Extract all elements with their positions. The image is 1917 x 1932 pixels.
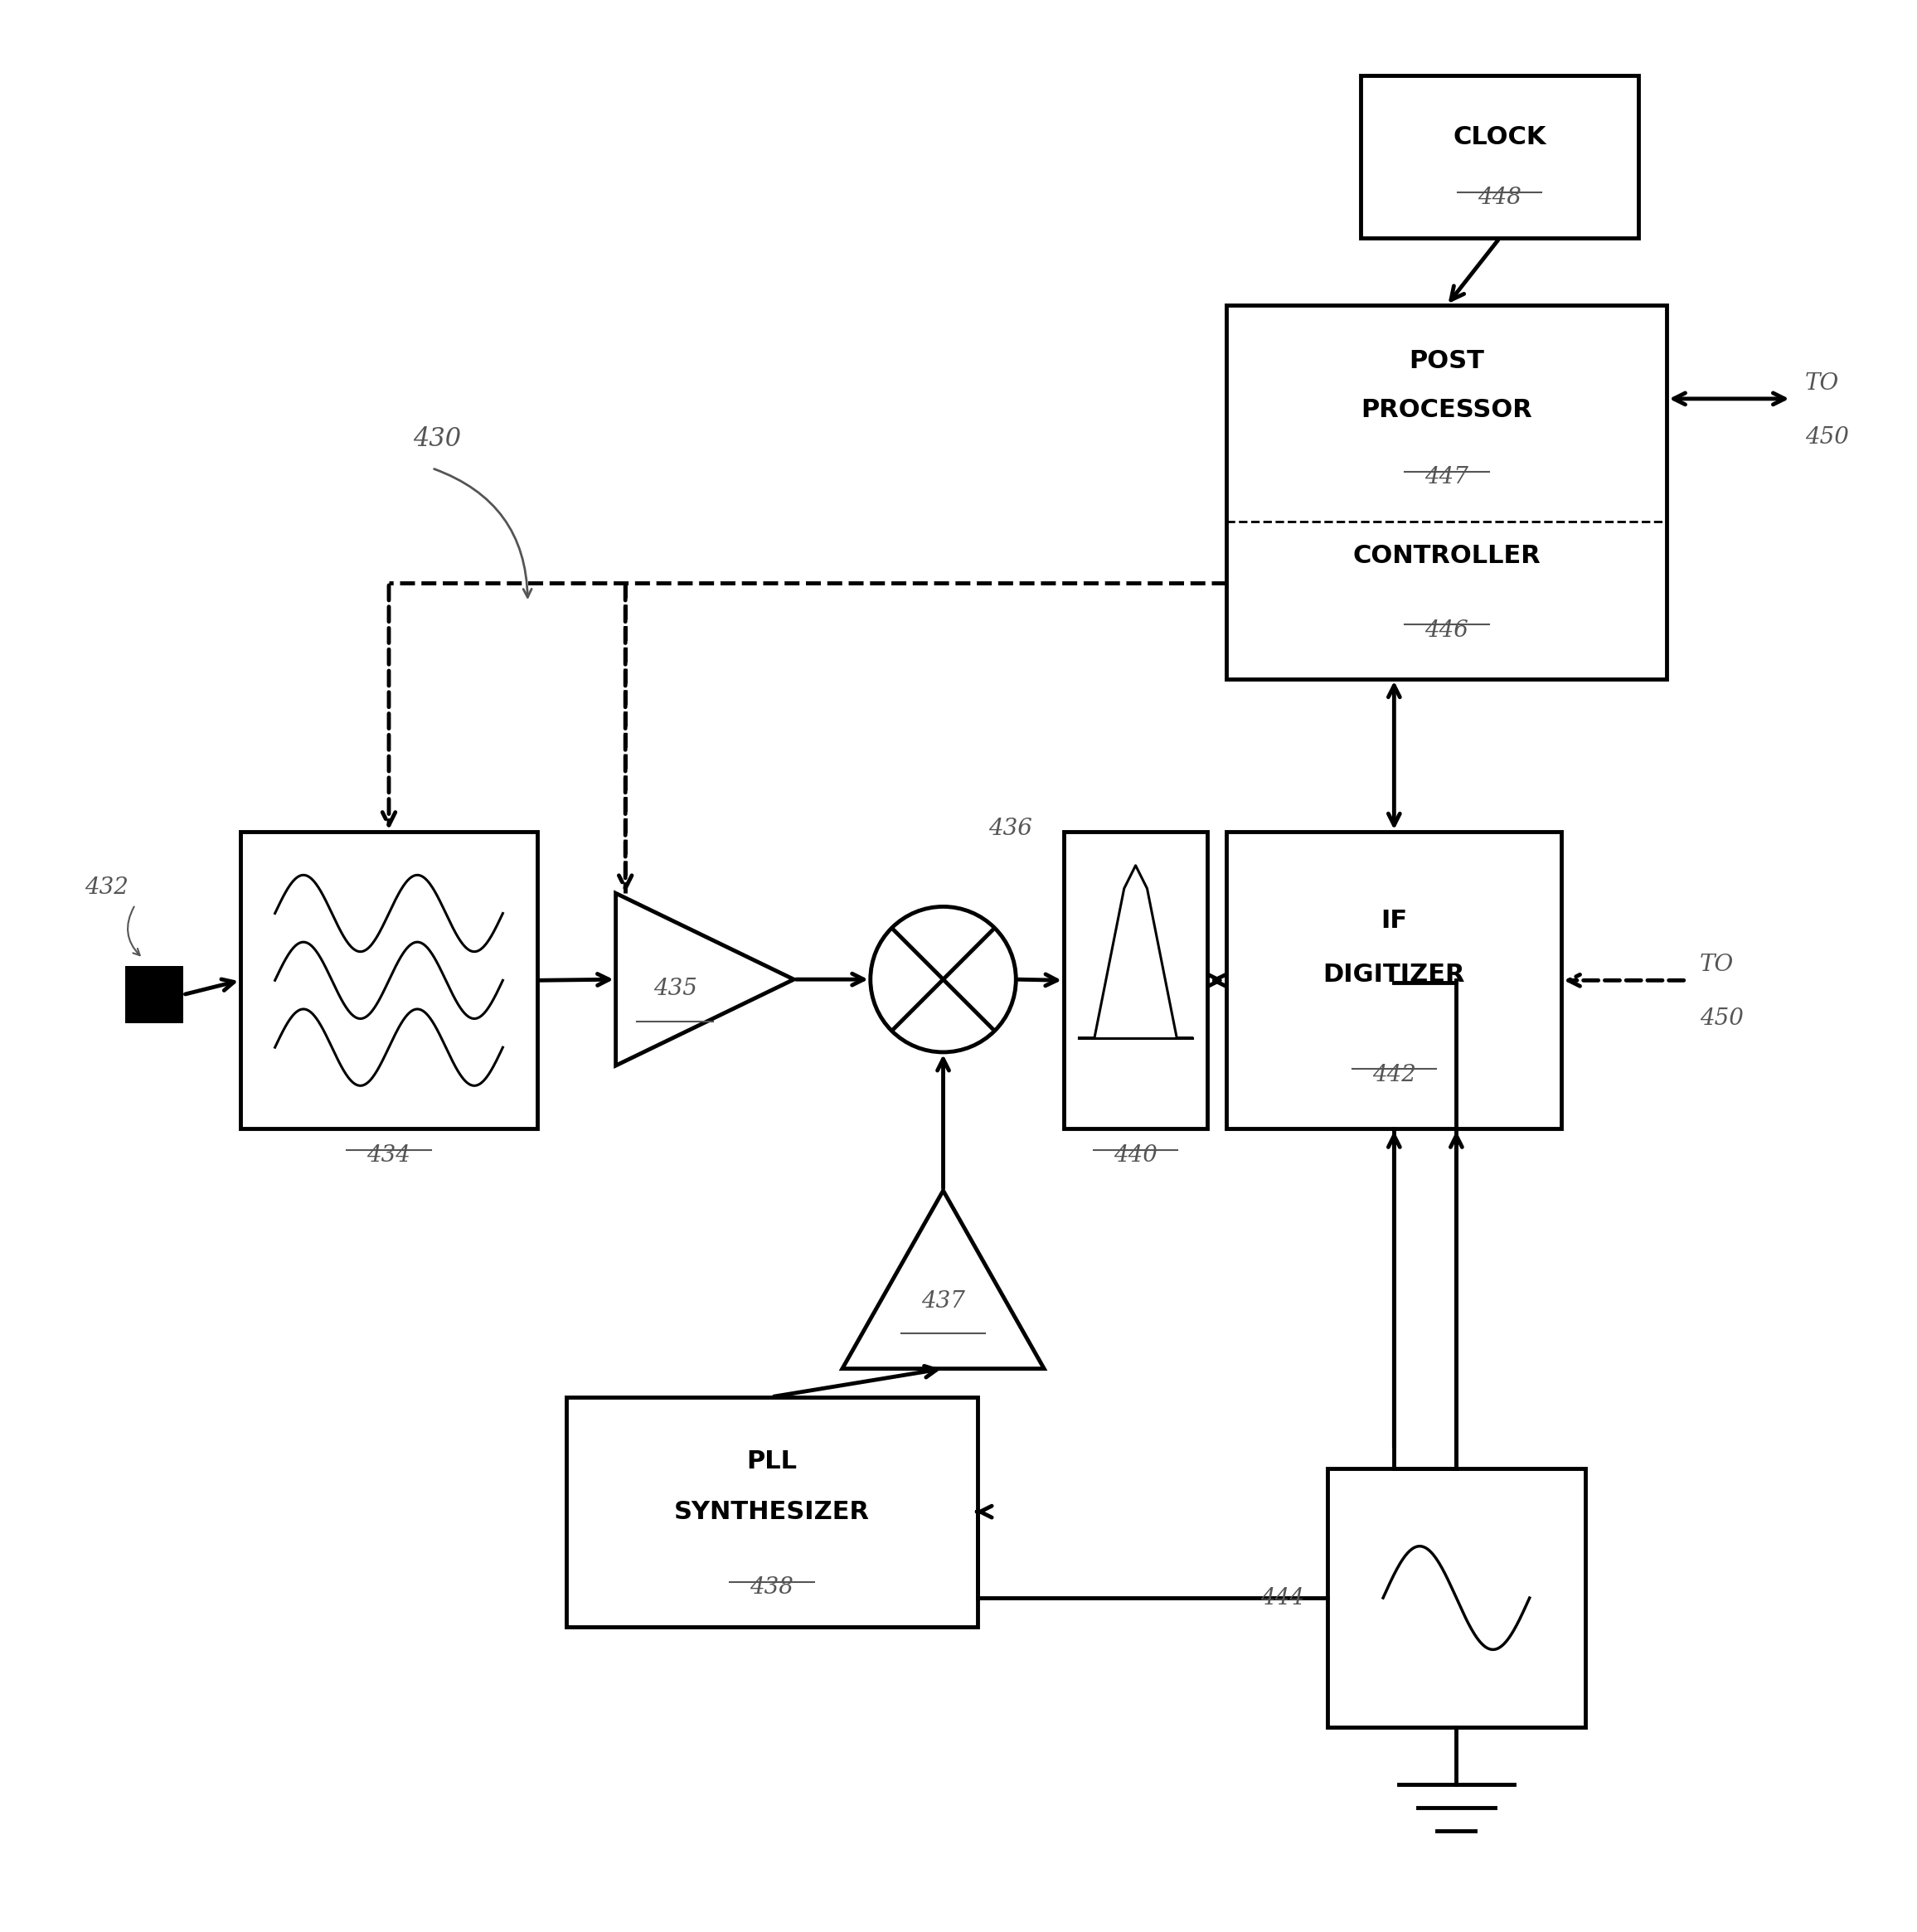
Text: 438: 438	[750, 1577, 794, 1598]
Bar	[127, 966, 182, 1024]
Text: 435: 435	[654, 978, 698, 1001]
Text: PLL: PLL	[746, 1449, 797, 1474]
Bar	[240, 833, 537, 1128]
Bar	[1064, 833, 1208, 1128]
Bar	[1227, 833, 1562, 1128]
Text: 442: 442	[1373, 1063, 1417, 1086]
Text: 430: 430	[412, 427, 460, 452]
Bar	[566, 1397, 978, 1627]
Bar	[1227, 305, 1668, 678]
Text: TO: TO	[1700, 954, 1733, 976]
Text: 436: 436	[989, 817, 1031, 840]
Text: PROCESSOR: PROCESSOR	[1361, 398, 1532, 421]
Text: CLOCK: CLOCK	[1453, 126, 1545, 149]
Text: TO: TO	[1804, 373, 1838, 394]
Circle shape	[870, 906, 1016, 1053]
Text: 432: 432	[84, 877, 128, 898]
Text: CONTROLLER: CONTROLLER	[1353, 543, 1541, 568]
Text: 444: 444	[1259, 1586, 1304, 1609]
Text: DIGITIZER: DIGITIZER	[1323, 962, 1465, 987]
Text: 446: 446	[1424, 618, 1468, 641]
Polygon shape	[615, 893, 794, 1066]
Text: 447: 447	[1424, 466, 1468, 489]
Text: 434: 434	[366, 1144, 410, 1167]
Text: IF: IF	[1380, 908, 1407, 933]
Text: 448: 448	[1478, 185, 1522, 209]
Text: 450: 450	[1700, 1007, 1743, 1030]
Text: POST: POST	[1409, 350, 1484, 373]
Polygon shape	[842, 1190, 1045, 1368]
Bar	[1327, 1468, 1585, 1727]
Text: 437: 437	[922, 1291, 964, 1312]
Text: 450: 450	[1804, 425, 1848, 448]
Text: SYNTHESIZER: SYNTHESIZER	[675, 1499, 870, 1524]
Text: 440: 440	[1114, 1144, 1158, 1167]
Bar	[1361, 75, 1639, 238]
